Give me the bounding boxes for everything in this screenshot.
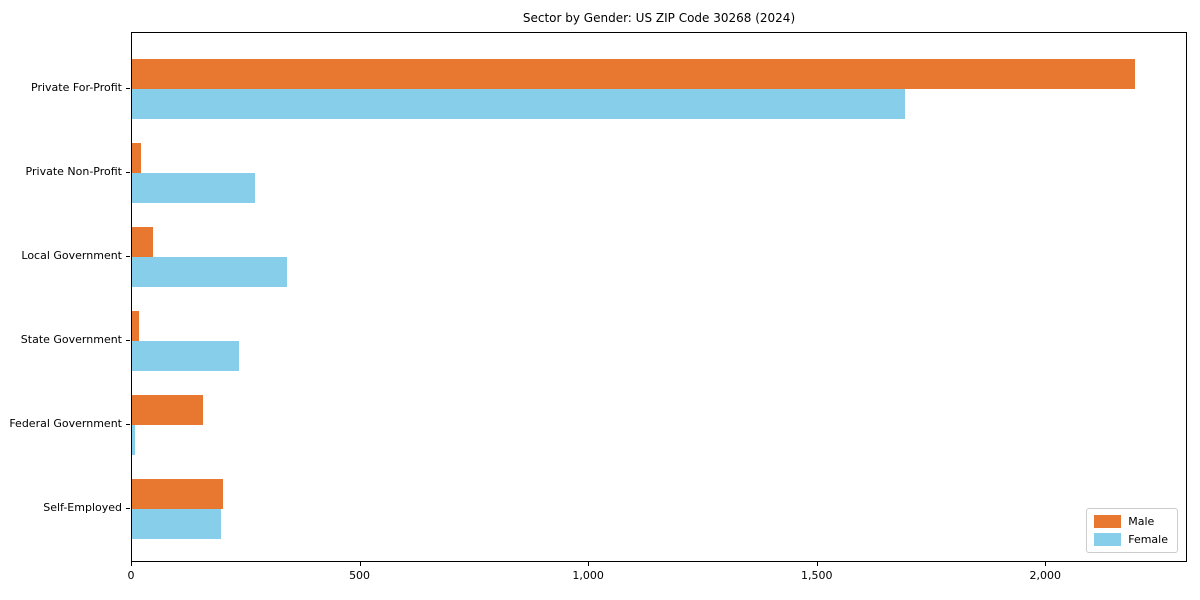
bar-female-private-for-profit — [132, 89, 905, 119]
y-tick-mark — [126, 424, 130, 425]
bar-female-federal-government — [132, 425, 135, 455]
bar-male-private-for-profit — [132, 59, 1135, 89]
bar-female-state-government — [132, 341, 239, 371]
bar-female-private-non-profit — [132, 173, 255, 203]
y-tick-mark — [126, 340, 130, 341]
y-tick-label: Private Non-Profit — [25, 165, 122, 178]
x-tick-mark — [131, 562, 132, 566]
x-tick-label: 0 — [127, 569, 135, 582]
y-tick-mark — [126, 256, 130, 257]
plot-area: Male Female — [131, 32, 1187, 562]
legend-swatch-male — [1094, 515, 1122, 528]
bar-male-federal-government — [132, 395, 203, 425]
bar-male-state-government — [132, 311, 139, 341]
y-tick-label: Local Government — [21, 249, 122, 262]
chart-title: Sector by Gender: US ZIP Code 30268 (202… — [522, 11, 796, 25]
legend-item-male: Male — [1094, 515, 1168, 528]
x-tick-label: 1,500 — [800, 569, 833, 582]
x-tick-mark — [1045, 562, 1047, 566]
legend: Male Female — [1086, 508, 1178, 553]
legend-label: Female — [1128, 533, 1168, 546]
y-tick-mark — [126, 172, 130, 173]
y-tick-mark — [126, 508, 130, 509]
y-tick-label: Federal Government — [9, 417, 122, 430]
y-tick-label: State Government — [20, 333, 122, 346]
bar-female-self-employed — [132, 509, 221, 539]
x-tick-mark — [588, 562, 590, 566]
y-tick-label: Private For-Profit — [31, 81, 122, 94]
legend-swatch-female — [1094, 533, 1122, 546]
bar-male-self-employed — [132, 479, 223, 509]
x-tick-mark — [816, 562, 818, 566]
legend-label: Male — [1128, 515, 1155, 528]
bar-female-local-government — [132, 257, 287, 287]
legend-item-female: Female — [1094, 533, 1168, 546]
y-tick-label: Self-Employed — [43, 501, 122, 514]
x-tick-mark — [359, 562, 361, 566]
bar-male-private-non-profit — [132, 143, 141, 173]
y-tick-mark — [126, 88, 130, 89]
bar-male-local-government — [132, 227, 153, 257]
x-tick-label: 500 — [349, 569, 371, 582]
x-tick-label: 2,000 — [1029, 569, 1062, 582]
x-tick-label: 1,000 — [572, 569, 604, 582]
